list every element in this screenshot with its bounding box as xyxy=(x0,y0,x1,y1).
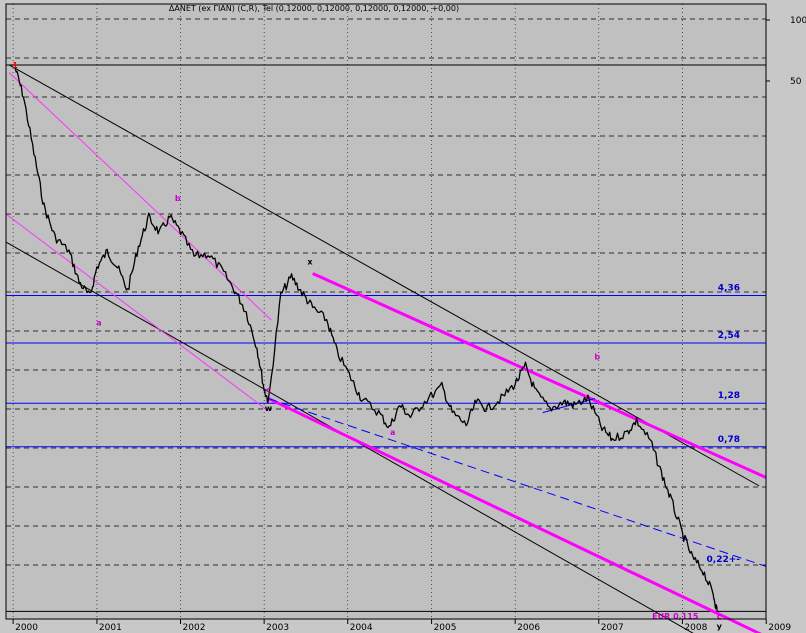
trendline xyxy=(312,272,767,479)
trendline xyxy=(267,397,762,633)
chart-title: ΔΑΝΕΤ (ex ΓΙΑΝ) (C,R), Tel (0,12000, 0,1… xyxy=(169,4,459,13)
annotation-label: a xyxy=(96,318,101,327)
annotation-label: c xyxy=(266,385,271,394)
x-tick-label: 2002 xyxy=(183,623,206,633)
x-tick-label: 2003 xyxy=(266,623,289,633)
level-label: 0,78 xyxy=(718,435,740,445)
level-label: 2,54 xyxy=(718,331,740,341)
x-tick-label: 2006 xyxy=(517,623,540,633)
level-label: 4,36 xyxy=(718,283,740,293)
annotation-label: a xyxy=(390,428,395,437)
trendline xyxy=(5,213,269,412)
annotation-label: b xyxy=(175,194,181,203)
plot-area xyxy=(6,4,766,619)
price-series xyxy=(14,67,718,612)
level-label: 0,22+- xyxy=(707,555,741,565)
x-tick-label: 2001 xyxy=(99,623,122,633)
plot-frame xyxy=(5,3,767,620)
x-tick-label: 2008 xyxy=(684,623,707,633)
x-tick-label: 2009 xyxy=(768,623,791,633)
x-tick-label: 2004 xyxy=(350,623,373,633)
x-tick-label: 2005 xyxy=(434,623,457,633)
y-tick-label: 50 xyxy=(790,77,802,87)
trendline xyxy=(8,64,760,487)
annotation-label: x xyxy=(307,258,313,267)
y-tick-label: 100 xyxy=(790,16,806,26)
annotation-label: w xyxy=(265,404,273,413)
annotation-label: EUR 0,115 xyxy=(652,612,699,621)
annotation-label: b xyxy=(594,353,600,362)
level-label: 1,28 xyxy=(718,391,740,401)
annotation-label: y xyxy=(717,622,723,631)
x-tick-label: 2007 xyxy=(601,623,624,633)
annotation-label: c xyxy=(717,612,722,621)
annotation-label: 1 xyxy=(12,61,18,70)
x-tick-label: 2000 xyxy=(15,623,38,633)
